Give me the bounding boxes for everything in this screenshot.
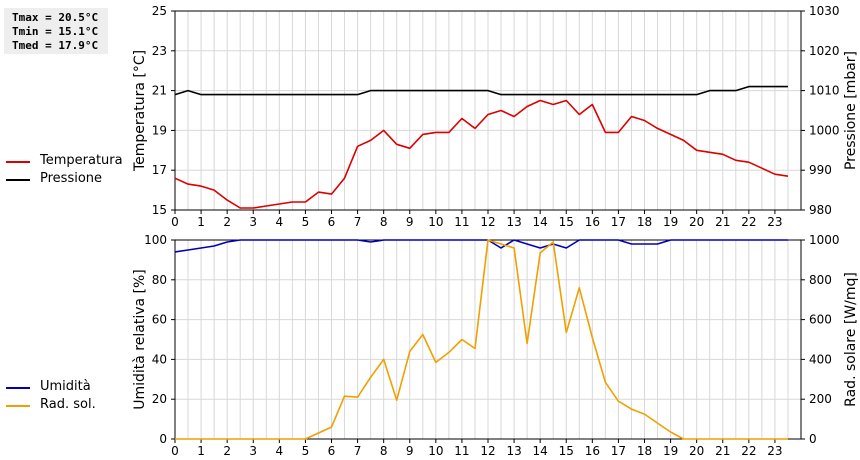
y-axis-label-right: Pressione [mbar] <box>843 51 859 170</box>
x-tick-label: 14 <box>533 444 548 458</box>
y-tick-label-right: 1000 <box>809 123 840 137</box>
x-tick-label: 9 <box>406 215 414 229</box>
y-tick-label-right: 1010 <box>809 84 840 98</box>
y-tick-label-left: 23 <box>152 44 167 58</box>
x-tick-label: 3 <box>249 215 257 229</box>
legend-swatch <box>6 387 30 389</box>
y-tick-label-right: 1000 <box>809 233 840 247</box>
y-tick-label-right: 980 <box>809 203 832 217</box>
x-tick-label: 7 <box>354 215 362 229</box>
x-tick-label: 11 <box>454 444 469 458</box>
x-tick-label: 1 <box>197 215 205 229</box>
x-tick-label: 12 <box>480 444 495 458</box>
x-tick-label: 15 <box>559 215 574 229</box>
chart-panel-1: 0 1 2 3 4 5 6 7 8 9 10 11 12 13 14 15 16 17 18 19 20 21 22 2315… <box>132 4 859 229</box>
x-tick-label: 10 <box>428 215 443 229</box>
y-tick-label-left: 20 <box>152 392 167 406</box>
series-line-pressione <box>174 85 788 96</box>
x-tick-label: 14 <box>533 215 548 229</box>
series-line-umidit <box>174 239 788 253</box>
x-tick-label: 16 <box>585 215 600 229</box>
x-tick-label: 22 <box>741 215 756 229</box>
x-tick-label: 16 <box>585 444 600 458</box>
y-tick-label-left: 19 <box>152 123 167 137</box>
x-tick-label: 11 <box>454 215 469 229</box>
x-tick-label: 4 <box>276 444 284 458</box>
legend-label: Temperatura <box>40 153 123 168</box>
x-tick-label: 22 <box>741 444 756 458</box>
y-tick-label-left: 25 <box>152 4 167 18</box>
x-tick-label: 19 <box>663 215 678 229</box>
tmax-text: Tmax = 20.5°C <box>12 11 99 24</box>
x-tick-label: 12 <box>480 215 495 229</box>
y-tick-label-left: 100 <box>144 233 167 247</box>
x-tick-label: 0 <box>171 215 179 229</box>
x-tick-label: 6 <box>328 444 336 458</box>
x-tick-label: 13 <box>506 444 521 458</box>
x-tick-label: 18 <box>637 444 652 458</box>
x-tick-label: 8 <box>380 215 388 229</box>
x-tick-label: 21 <box>715 215 730 229</box>
x-tick-label: 23 <box>767 215 782 229</box>
legend-label: Rad. sol. <box>40 397 96 412</box>
x-tick-label: 20 <box>689 444 704 458</box>
x-tick-label: 6 <box>328 215 336 229</box>
legend-label: Umidità <box>40 379 91 394</box>
y-tick-label-left: 0 <box>159 432 167 446</box>
y-tick-label-right: 400 <box>809 352 832 366</box>
x-tick-label: 10 <box>428 444 443 458</box>
legend-swatch <box>6 161 30 163</box>
x-tick-label: 9 <box>406 444 414 458</box>
y-tick-label-right: 0 <box>809 432 817 446</box>
y-tick-label-right: 200 <box>809 392 832 406</box>
y-tick-label-left: 60 <box>152 313 167 327</box>
tmed-text: Tmed = 17.9°C <box>12 39 99 52</box>
x-tick-label: 2 <box>223 444 231 458</box>
y-tick-label-right: 600 <box>809 313 832 327</box>
x-tick-label: 5 <box>302 215 310 229</box>
y-tick-label-right: 800 <box>809 273 832 287</box>
x-tick-label: 13 <box>506 215 521 229</box>
x-tick-label: 18 <box>637 215 652 229</box>
y-tick-label-left: 80 <box>152 273 167 287</box>
x-tick-label: 3 <box>249 444 257 458</box>
x-tick-label: 17 <box>611 444 626 458</box>
chart-panel-2: 0 1 2 3 4 5 6 7 8 9 10 11 12 13 14 15 16 17 18 19 20 21 22 2302… <box>132 233 859 458</box>
x-tick-label: 20 <box>689 215 704 229</box>
x-tick-label: 7 <box>354 444 362 458</box>
y-tick-label-left: 15 <box>152 203 167 217</box>
x-tick-label: 0 <box>171 444 179 458</box>
x-tick-label: 1 <box>197 444 205 458</box>
y-tick-label-right: 1020 <box>809 44 840 58</box>
y-axis-label-left: Temperatura [°C] <box>132 50 148 172</box>
y-tick-label-left: 17 <box>152 163 167 177</box>
y-axis-label-left: Umidità relativa [%] <box>132 269 148 410</box>
legend-swatch <box>6 405 30 407</box>
x-tick-label: 23 <box>767 444 782 458</box>
x-tick-label: 5 <box>302 444 310 458</box>
legend-label: Pressione <box>40 171 103 186</box>
x-tick-label: 4 <box>276 215 284 229</box>
series-line-temperatura <box>174 99 789 209</box>
x-tick-label: 2 <box>223 215 231 229</box>
x-tick-label: 19 <box>663 444 678 458</box>
y-tick-label-right: 1030 <box>809 4 840 18</box>
series-line-rad-sol <box>175 239 788 440</box>
stats-box: Tmax = 20.5°C Tmin = 15.1°C Tmed = 17.9°… <box>4 8 108 54</box>
y-tick-label-left: 40 <box>152 352 167 366</box>
y-tick-label-right: 990 <box>809 163 832 177</box>
x-tick-label: 15 <box>559 444 574 458</box>
x-tick-label: 21 <box>715 444 730 458</box>
y-tick-label-left: 21 <box>152 84 167 98</box>
legend-swatch <box>6 179 30 181</box>
x-tick-label: 17 <box>611 215 626 229</box>
y-axis-label-right: Rad. solare [W/mq] <box>843 272 859 407</box>
tmin-text: Tmin = 15.1°C <box>12 25 99 38</box>
x-tick-label: 8 <box>380 444 388 458</box>
